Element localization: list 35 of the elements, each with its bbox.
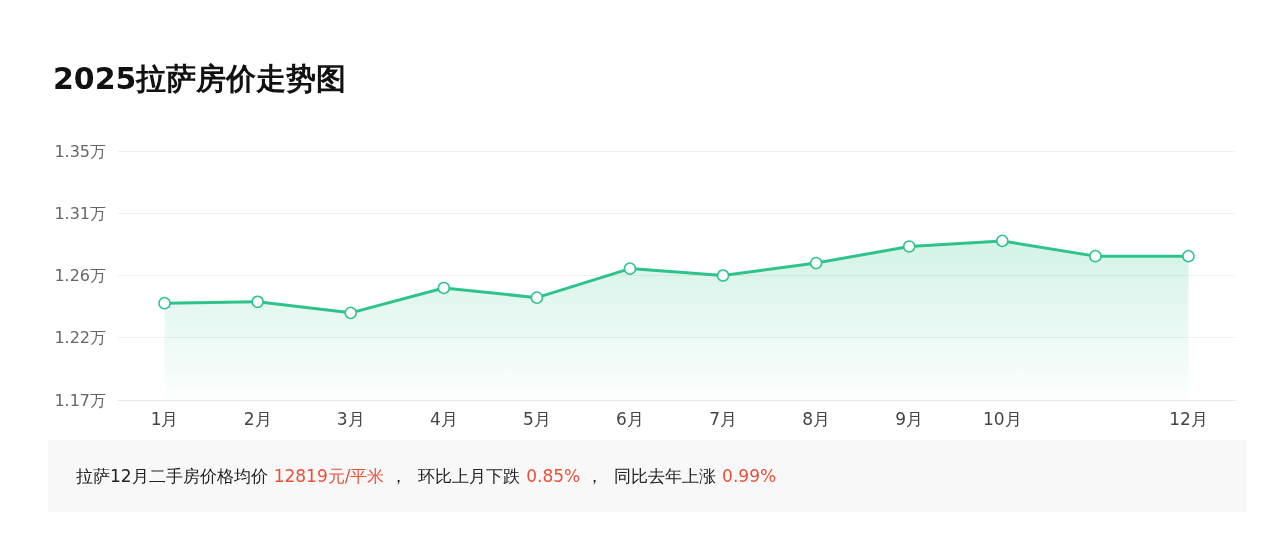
point bbox=[996, 234, 1009, 248]
x-tick-label: 12月 bbox=[1169, 408, 1208, 429]
text: 0.99% bbox=[722, 466, 777, 486]
y-tick-label: 1.17万 bbox=[54, 390, 106, 410]
point bbox=[1182, 249, 1195, 263]
text: 0.85% bbox=[526, 466, 581, 486]
x-tick-label: 6月 bbox=[616, 408, 644, 429]
x-tick-label: 2月 bbox=[243, 408, 272, 429]
point bbox=[809, 256, 823, 270]
y-tick-label: 1.31万 bbox=[54, 203, 106, 223]
point bbox=[437, 281, 451, 295]
point bbox=[158, 296, 171, 310]
point bbox=[716, 269, 730, 282]
text: 拉萨12月二手房价格均价 bbox=[76, 464, 268, 488]
y-tick-label: 1.22万 bbox=[54, 328, 106, 348]
point bbox=[530, 291, 544, 304]
x-tick-label: 4月 bbox=[429, 408, 458, 429]
x-tick-label: 10月 bbox=[982, 408, 1022, 429]
x-tick-label: 3月 bbox=[336, 408, 365, 429]
text: ， 环比上月下跌 bbox=[390, 464, 521, 488]
x-tick-label: 5月 bbox=[522, 408, 551, 429]
x-tick-label: 1月 bbox=[150, 408, 179, 429]
point bbox=[344, 306, 357, 320]
y-tick-label: 1.35万 bbox=[54, 141, 106, 161]
x-tick-label: 8月 bbox=[802, 408, 831, 429]
x-tick-label: 9月 bbox=[895, 408, 924, 429]
x-tick-label: 7月 bbox=[709, 408, 737, 429]
text: ， 同比去年上涨 bbox=[586, 464, 717, 488]
chart-title: 2025拉萨房价走势图 bbox=[53, 60, 347, 96]
y-tick-label: 1.26万 bbox=[54, 266, 106, 285]
point bbox=[623, 262, 637, 275]
text: 12819元/平米 bbox=[273, 464, 385, 488]
point bbox=[902, 240, 916, 253]
point bbox=[1089, 249, 1102, 263]
point bbox=[251, 295, 264, 309]
